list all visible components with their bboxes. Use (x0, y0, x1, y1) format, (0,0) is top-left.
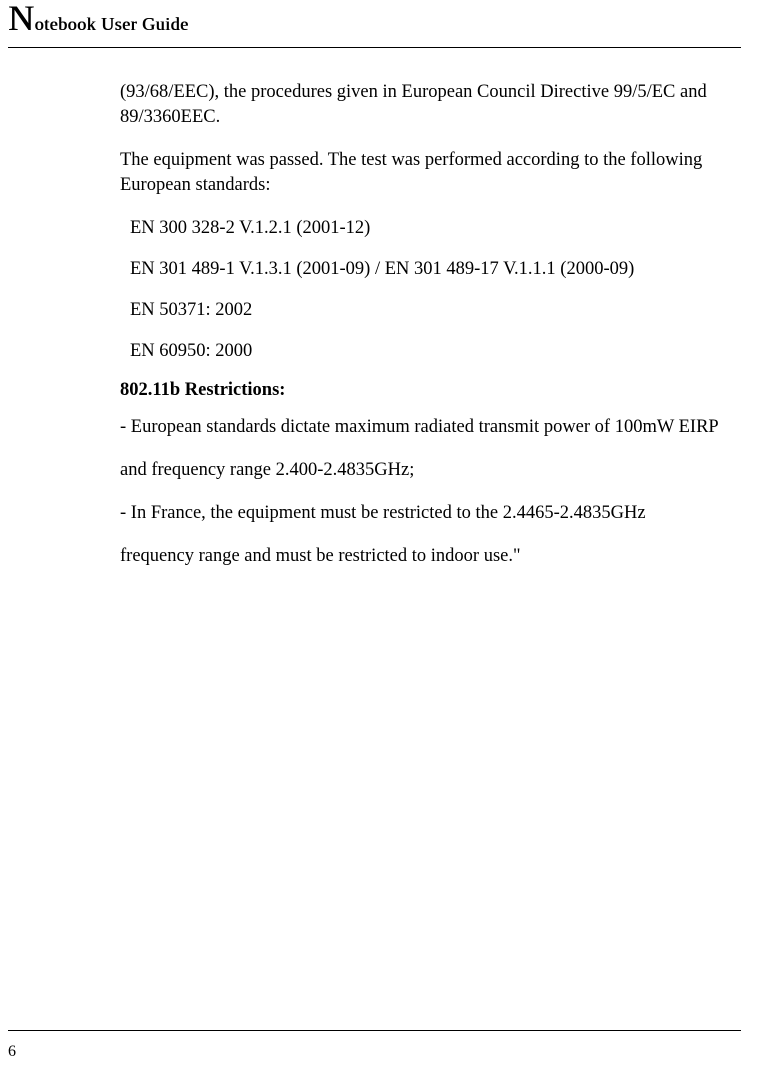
paragraph: and frequency range 2.400-2.4835GHz; (120, 458, 721, 483)
page: Notebook User Guide (93/68/EEC), the pro… (0, 0, 761, 1079)
header-dropcap: N (8, 0, 35, 38)
paragraph: The equipment was passed. The test was p… (120, 148, 721, 198)
page-header: Notebook User Guide (8, 0, 741, 48)
standard-item: EN 50371: 2002 (120, 298, 721, 323)
page-content: (93/68/EEC), the procedures given in Eur… (120, 80, 721, 587)
section-heading: 802.11b Restrictions: (120, 380, 721, 401)
standard-item: EN 60950: 2000 (120, 339, 721, 364)
standard-item: EN 300 328-2 V.1.2.1 (2001-12) (120, 216, 721, 241)
header-title: Notebook User Guide (8, 17, 188, 34)
header-title-rest: otebook User Guide (35, 14, 189, 34)
paragraph: - In France, the equipment must be restr… (120, 501, 721, 526)
page-number: 6 (8, 1043, 16, 1061)
paragraph: frequency range and must be restricted t… (120, 544, 721, 569)
paragraph: (93/68/EEC), the procedures given in Eur… (120, 80, 721, 130)
footer-rule (8, 1030, 741, 1031)
standard-item: EN 301 489-1 V.1.3.1 (2001-09) / EN 301 … (120, 257, 721, 282)
paragraph: - European standards dictate maximum rad… (120, 415, 721, 440)
